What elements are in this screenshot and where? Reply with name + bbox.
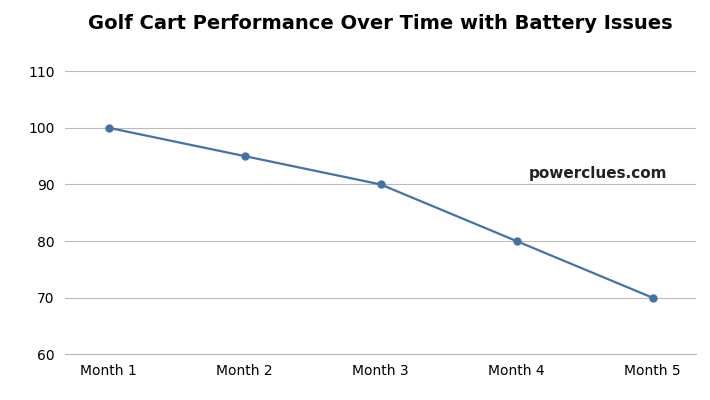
Text: powerclues.com: powerclues.com	[529, 166, 667, 180]
Title: Golf Cart Performance Over Time with Battery Issues: Golf Cart Performance Over Time with Bat…	[88, 14, 673, 33]
